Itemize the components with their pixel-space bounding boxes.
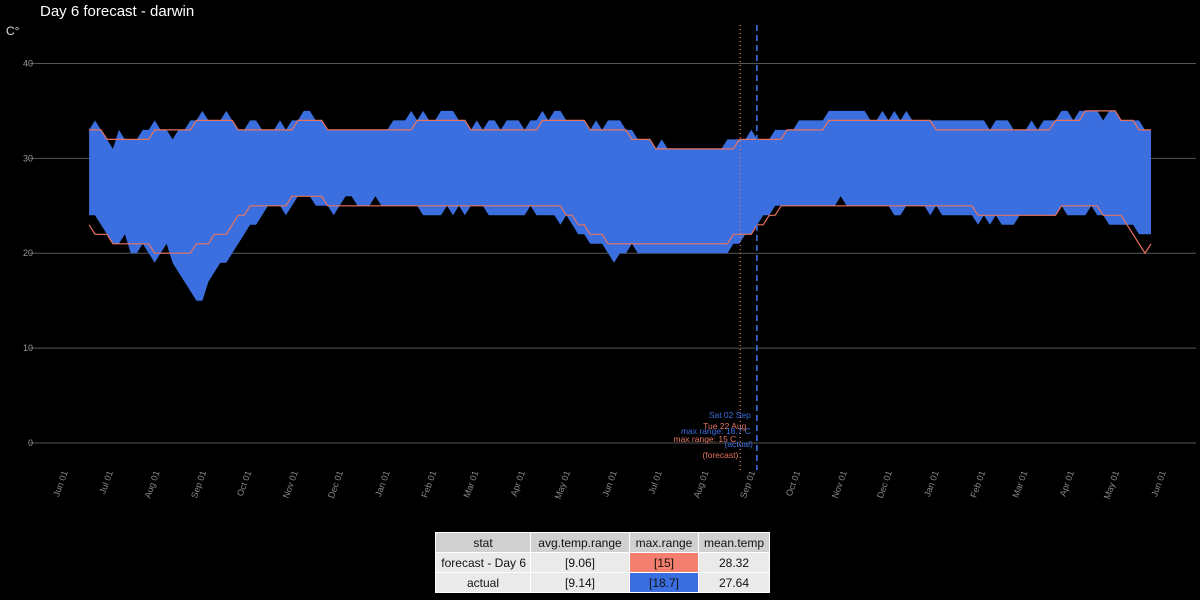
- x-tick-label: Apr 01: [509, 469, 527, 497]
- stats-table: stat avg.temp.range max.range mean.temp …: [435, 532, 770, 593]
- y-tick-label: 0: [28, 438, 33, 448]
- y-tick-label: 40: [23, 58, 33, 68]
- x-tick-label: Dec 01: [326, 469, 345, 499]
- actual-suffix-label: (actual): [725, 439, 754, 449]
- x-tick-label: Oct 01: [235, 469, 253, 497]
- x-tick-label: Aug 01: [691, 469, 710, 499]
- x-tick-label: Mar 01: [462, 469, 481, 499]
- header-stat: stat: [435, 532, 531, 553]
- forecast-date-label: Tue 22 Aug: [703, 421, 746, 431]
- x-tick-label: Oct 01: [784, 469, 802, 497]
- table-row-actual: actual [9.14] [18.7] 27.64: [435, 572, 770, 593]
- forecast-range-label: max range: 15 C: [673, 434, 736, 444]
- header-max-range: max.range: [629, 532, 699, 553]
- cell-forecast-max-range: [15]: [629, 552, 699, 573]
- forecast-suffix-label: (forecast): [702, 450, 738, 460]
- x-tick-label: Feb 01: [419, 469, 438, 499]
- y-axis-unit: C°: [6, 24, 20, 38]
- x-tick-label: Jul 01: [97, 469, 115, 495]
- forecast-chart: 0 10 20 30 40 Jun 01 Jul 01 Aug 01 Sep 01 Oct 01 N…: [23, 25, 1196, 500]
- cell-forecast-avg-range: [9.06]: [530, 552, 630, 573]
- cell-actual-stat: actual: [435, 572, 531, 593]
- y-tick-label: 30: [23, 153, 33, 163]
- x-tick-label: Nov 01: [281, 469, 300, 499]
- x-tick-label: Nov 01: [830, 469, 849, 499]
- x-tick-label: Jan 01: [373, 469, 392, 498]
- x-tick-label: Aug 01: [142, 469, 161, 499]
- cell-actual-avg-range: [9.14]: [530, 572, 630, 593]
- y-tick-label: 20: [23, 248, 33, 258]
- x-tick-label: Feb 01: [968, 469, 987, 499]
- x-tick-label: Mar 01: [1011, 469, 1030, 499]
- table-header-row: stat avg.temp.range max.range mean.temp: [435, 532, 770, 553]
- cell-forecast-mean-temp: 28.32: [698, 552, 770, 573]
- x-tick-label: May 01: [553, 469, 572, 500]
- actual-date-label: Sat 02 Sep: [709, 410, 751, 420]
- x-tick-label: Jun 01: [1149, 469, 1168, 498]
- x-tick-label: Dec 01: [875, 469, 894, 499]
- x-tick-label: Jul 01: [646, 469, 664, 495]
- chart-title: Day 6 forecast - darwin: [40, 3, 195, 20]
- actual-range-label: max range: 18.7 C: [681, 426, 751, 436]
- forecast-max-line: [89, 110, 1151, 150]
- header-avg-temp-range: avg.temp.range: [530, 532, 630, 553]
- x-tick-label: Sep 01: [738, 469, 757, 499]
- table-row-forecast: forecast - Day 6 [9.06] [15] 28.32: [435, 552, 770, 573]
- x-tick-label: Jan 01: [922, 469, 941, 498]
- x-tick-label: Jun 01: [600, 469, 619, 498]
- x-tick-label: Jun 01: [51, 469, 70, 498]
- actual-range-band: [89, 110, 1152, 301]
- y-tick-label: 10: [23, 343, 33, 353]
- forecast-min-line: [88, 195, 1152, 255]
- x-tick-label: May 01: [1102, 469, 1121, 500]
- x-tick-label: Sep 01: [189, 469, 208, 499]
- x-tick-label: Apr 01: [1058, 469, 1076, 497]
- cell-actual-max-range: [18.7]: [629, 572, 699, 593]
- cell-actual-mean-temp: 27.64: [698, 572, 770, 593]
- header-mean-temp: mean.temp: [698, 532, 770, 553]
- cell-forecast-stat: forecast - Day 6: [435, 552, 531, 573]
